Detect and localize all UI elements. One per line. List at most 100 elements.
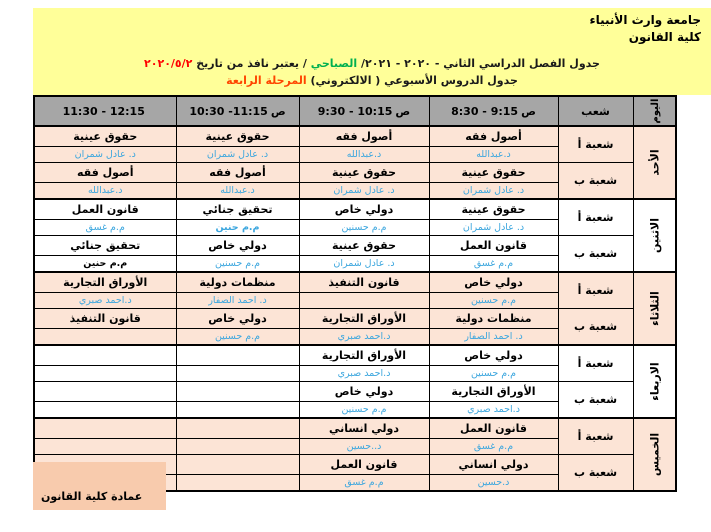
- subject-cell: قانون العمل: [33, 198, 177, 220]
- sections-column-header: شعب: [557, 95, 634, 127]
- day-block-thursday: الخميس شعبة أ قانون العمل دولي انساني م.…: [33, 417, 677, 492]
- teacher-cell: د.حسين: [428, 474, 559, 492]
- schedule-table: اليوم شعب ص8:30 - 9:15 ص9:30 - 10:15 ص10…: [33, 95, 677, 492]
- subject-cell: [175, 344, 300, 366]
- teacher-cell: [175, 474, 300, 492]
- teacher-cell: [298, 292, 430, 309]
- letterhead: جامعة وارث الأنبياء كلية القانون: [589, 12, 701, 47]
- teacher-cell: م.م حسنين: [428, 365, 559, 382]
- subject-cell: [33, 344, 177, 366]
- teacher-cell: م.م حسنين: [298, 219, 430, 236]
- teacher-cell: د.عبدالله: [298, 146, 430, 163]
- subject-cell: قانون التنفيذ: [298, 271, 430, 293]
- college-name: كلية القانون: [628, 30, 701, 45]
- teacher-cell: [175, 365, 300, 382]
- section-label: شعبة أ: [557, 125, 634, 163]
- subject-cell: دولي خاص: [428, 344, 559, 366]
- subject-cell: أصول فقه: [33, 162, 177, 183]
- subject-cell: قانون العمل: [298, 454, 430, 475]
- teacher-cell: [33, 438, 177, 455]
- section-label: شعبة أ: [557, 271, 634, 309]
- subject-cell: دولي انساني: [428, 454, 559, 475]
- day-block-monday: الاثنين شعبة أ حقوق عينية دولي خاص تحقيق…: [33, 198, 677, 273]
- teacher-cell: د.عبدالله: [428, 146, 559, 163]
- teacher-cell: د. عادل شمران: [175, 146, 300, 163]
- subject-cell: قانون العمل: [428, 235, 559, 256]
- subject-cell: دولي خاص: [298, 381, 430, 402]
- teacher-cell: م.م حنين: [33, 255, 177, 273]
- teacher-cell: د. عادل شمران: [33, 146, 177, 163]
- time-range: 11:30 - 12:15: [62, 104, 145, 118]
- section-label: شعبة ب: [557, 381, 634, 419]
- teacher-cell: [175, 401, 300, 419]
- subject-cell: حقوق عينية: [33, 125, 177, 147]
- teacher-cell: د..حسين: [298, 438, 430, 455]
- time-range: 9:30 - 10:15: [317, 104, 393, 118]
- subject-cell: حقوق عينية: [175, 125, 300, 147]
- deanship-label: عمادة كلية القانون: [41, 490, 143, 503]
- day-block-tuesday: الثلاثاء شعبة أ دولي خاص قانون التنفيذ م…: [33, 271, 677, 346]
- section-label: شعبة أ: [557, 344, 634, 382]
- section-label: شعبة ب: [557, 162, 634, 200]
- schedule-title-line2: جدول الدروس الأسبوعي ( الالكتروني) المرح…: [33, 73, 711, 90]
- day-name: الخميس: [647, 432, 661, 477]
- subject-cell: [33, 417, 177, 439]
- subject-cell: [175, 417, 300, 439]
- teacher-cell: د.احمد صبري: [298, 328, 430, 346]
- subject-cell: الأوراق التجارية: [33, 271, 177, 293]
- subject-cell: دولي خاص: [175, 308, 300, 329]
- teacher-cell: د. احمد الصفار: [175, 292, 300, 309]
- subject-cell: حقوق عينية: [428, 198, 559, 220]
- time-header-4: 11:30 - 12:15: [33, 95, 177, 127]
- subject-cell: الأوراق التجارية: [298, 344, 430, 366]
- teacher-cell: م.م غسق: [33, 219, 177, 236]
- teacher-cell: م.م غسق: [428, 255, 559, 273]
- time-header-1: ص8:30 - 9:15: [428, 95, 559, 127]
- day-name: الثلاثاء: [647, 291, 661, 326]
- teacher-cell: [33, 328, 177, 346]
- teacher-cell: د. عادل شمران: [298, 182, 430, 200]
- subject-cell: قانون العمل: [428, 417, 559, 439]
- day-name-cell: الأحد: [632, 125, 677, 200]
- subject-cell: تحقيق جنائي: [33, 235, 177, 256]
- teacher-cell: د. احمد الصفار: [428, 328, 559, 346]
- teacher-cell: م.م غسق: [428, 438, 559, 455]
- subject-cell: [33, 381, 177, 402]
- teacher-cell: د.عبدالله: [175, 182, 300, 200]
- title-effective: / يعتبر نافذ من تاريخ: [196, 57, 307, 70]
- am-suffix: ص: [521, 104, 536, 118]
- subject-cell: منظمات دولية: [428, 308, 559, 329]
- subject-cell: منظمات دولية: [175, 271, 300, 293]
- subject-cell: أصول فقه: [175, 162, 300, 183]
- teacher-cell: م.م حسنين: [175, 328, 300, 346]
- am-suffix: ص: [270, 104, 286, 118]
- teacher-cell: د.احمد صبري: [298, 365, 430, 382]
- header-banner: جامعة وارث الأنبياء كلية القانون جدول ال…: [33, 8, 711, 95]
- schedule-title-line1: جدول الفصل الدراسي الثاني - ٢٠٢٠ - ٢٠٢١/…: [33, 56, 711, 73]
- subject-cell: الأوراق التجارية: [298, 308, 430, 329]
- teacher-cell: د.عبدالله: [33, 182, 177, 200]
- subject-cell: أصول فقه: [428, 125, 559, 147]
- teacher-cell: م.م حنين: [175, 219, 300, 236]
- teacher-cell: [33, 365, 177, 382]
- subject-cell: دولي خاص: [428, 271, 559, 293]
- day-name-cell: الاربعاء: [632, 344, 677, 419]
- university-name: جامعة وارث الأنبياء: [589, 13, 701, 27]
- subject-cell: [175, 454, 300, 475]
- day-name-cell: الاثنين: [632, 198, 677, 273]
- table-header: اليوم شعب ص8:30 - 9:15 ص9:30 - 10:15 ص10…: [33, 95, 677, 127]
- section-label: شعبة ب: [557, 308, 634, 346]
- title-weekly: جدول الدروس الأسبوعي ( الالكتروني): [310, 73, 518, 87]
- subject-cell: دولي خاص: [298, 198, 430, 220]
- teacher-cell: د. عادل شمران: [428, 182, 559, 200]
- teacher-cell: [33, 401, 177, 419]
- time-range: 8:30 - 9:15: [451, 104, 519, 118]
- subject-cell: حقوق عينية: [298, 235, 430, 256]
- subject-cell: أصول فقه: [298, 125, 430, 147]
- day-column-header: اليوم: [632, 95, 677, 127]
- day-name: الأحد: [647, 149, 661, 176]
- teacher-cell: م.م حسنين: [298, 401, 430, 419]
- title-stage: المرحلة الرابعة: [226, 73, 307, 87]
- teacher-cell: [175, 438, 300, 455]
